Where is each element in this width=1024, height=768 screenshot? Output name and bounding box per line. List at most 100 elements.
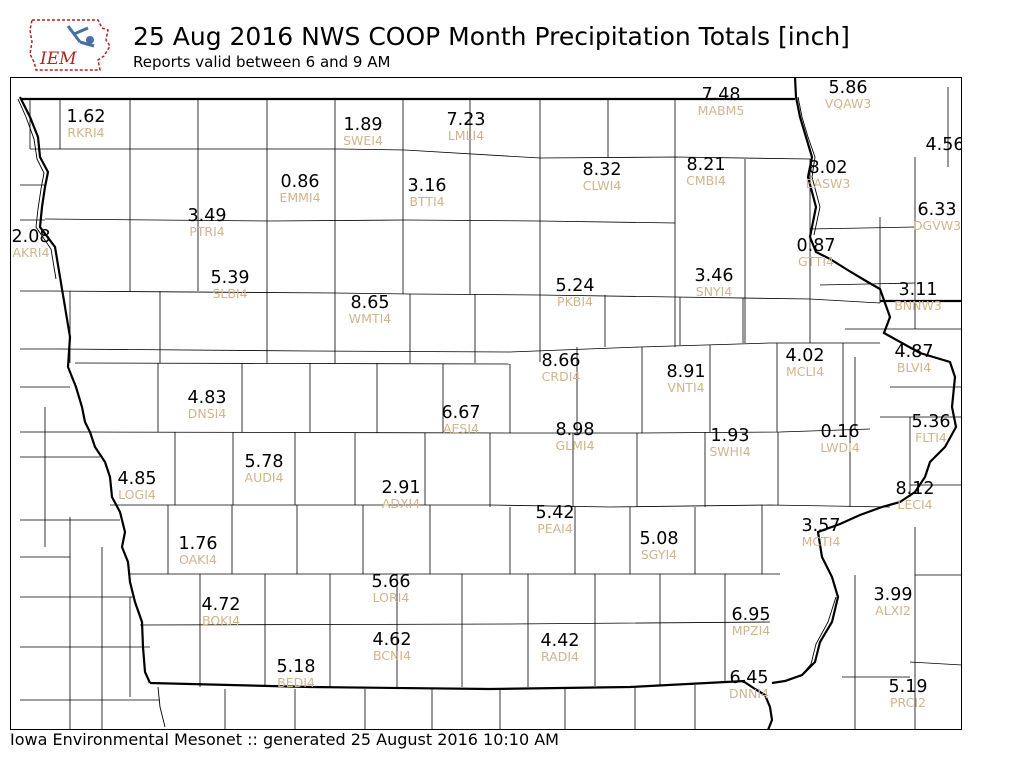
station-value: 1.76 xyxy=(179,534,218,554)
station-value: 4.83 xyxy=(188,388,227,408)
station-value: 3.16 xyxy=(408,176,447,196)
station-value: 5.18 xyxy=(277,657,316,677)
station-value: 5.36 xyxy=(912,412,951,432)
station-id: PKBI4 xyxy=(557,294,593,309)
station-value: 4.02 xyxy=(786,346,825,366)
station-id: CLWI4 xyxy=(583,178,622,193)
station-value: 3.49 xyxy=(188,206,227,226)
station-value: 3.46 xyxy=(695,266,734,286)
station-value: 3.11 xyxy=(899,280,938,300)
station-id: BTTI4 xyxy=(409,194,444,209)
station-value: 6.33 xyxy=(918,200,957,220)
station-id: AESI4 xyxy=(443,421,479,436)
iem-logo: IEM xyxy=(28,16,114,76)
station-value: 4.42 xyxy=(541,631,580,651)
station-value: 0.87 xyxy=(797,236,836,256)
station-id: OAKI4 xyxy=(179,552,217,567)
station-value: 3.99 xyxy=(874,585,913,605)
station-id: RKRI4 xyxy=(67,125,104,140)
station-value: 8.66 xyxy=(542,351,581,371)
logo-text: IEM xyxy=(39,49,77,69)
station-id: DNSI4 xyxy=(188,406,227,421)
station-id: SGYI4 xyxy=(641,547,677,562)
station-id: ADXI4 xyxy=(382,496,420,511)
station-id: BOKI4 xyxy=(202,613,240,628)
station-id: SLBI4 xyxy=(212,286,247,301)
station-id: LECI4 xyxy=(897,497,932,512)
station-id: AKRI4 xyxy=(12,245,49,260)
station-value: 8.21 xyxy=(687,155,726,175)
station-id: MCTI4 xyxy=(802,534,841,549)
station-value: 1.89 xyxy=(344,115,383,135)
station-value: 5.24 xyxy=(556,276,595,296)
precip-map: 1.62 RKRI4 1.89 SWEI4 7.23 LMLI4 7.48 MABM5 … xyxy=(10,77,962,730)
station-id: MCLI4 xyxy=(786,364,824,379)
station-id: RADI4 xyxy=(541,649,579,664)
station-value: 6.45 xyxy=(730,668,769,688)
station-id: BLVI4 xyxy=(897,360,931,375)
station-value: 0.16 xyxy=(821,422,860,442)
station-value: 7.48 xyxy=(702,85,741,105)
station-id: SNYI4 xyxy=(696,284,733,299)
station-id: GLMI4 xyxy=(555,438,594,453)
station-value: 3.57 xyxy=(802,516,841,536)
station-id: MPZI4 xyxy=(732,623,771,638)
station-value: 8.32 xyxy=(583,160,622,180)
station-id: SWEI4 xyxy=(343,133,383,148)
station-id: ALXI2 xyxy=(875,603,911,618)
station-value: 8.02 xyxy=(809,158,848,178)
station-id: DNNI4 xyxy=(729,686,769,701)
station-value: 5.19 xyxy=(889,677,928,697)
station-value: 7.23 xyxy=(447,110,486,130)
station-value: 5.39 xyxy=(211,268,250,288)
footer-credit: Iowa Environmental Mesonet :: generated … xyxy=(10,730,559,749)
station-id: VQAW3 xyxy=(825,96,872,111)
station-value: 2.91 xyxy=(382,478,421,498)
station-id: VNTI4 xyxy=(667,380,704,395)
station-value: 8.98 xyxy=(556,420,595,440)
station-id: EMMI4 xyxy=(279,190,320,205)
station-id: DGVW3 xyxy=(913,218,961,233)
station-value: 4.72 xyxy=(202,595,241,615)
station-id: LMLI4 xyxy=(448,128,484,143)
station-id: SWHI4 xyxy=(709,444,750,459)
station-value: 5.86 xyxy=(829,78,868,98)
county-lines xyxy=(20,87,962,730)
station-value: 5.42 xyxy=(536,503,575,523)
station-value: 8.91 xyxy=(667,362,706,382)
station-value: 8.65 xyxy=(351,293,390,313)
station-id: BCNI4 xyxy=(373,648,411,663)
station-value: 4.85 xyxy=(118,469,157,489)
